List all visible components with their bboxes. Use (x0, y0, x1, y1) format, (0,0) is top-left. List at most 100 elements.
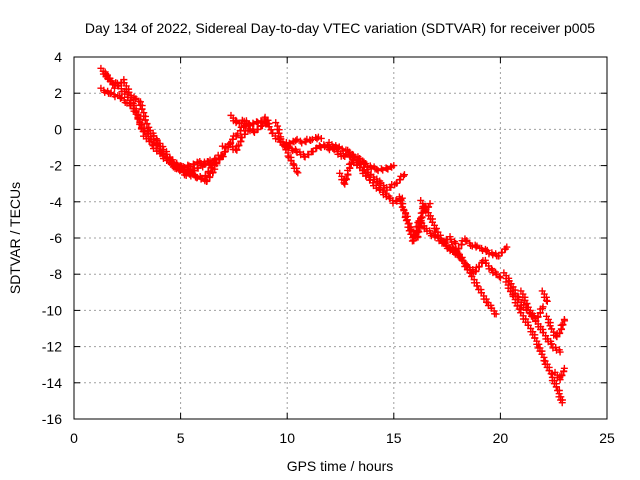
data-point (546, 322, 554, 330)
x-axis-label: GPS time / hours (287, 458, 394, 474)
data-point (334, 144, 342, 152)
plot-frame (73, 56, 608, 420)
data-point (390, 162, 398, 170)
series-arc-25 (543, 312, 569, 341)
data-point (209, 168, 217, 176)
data-point (425, 203, 433, 211)
y-tick-label: -12 (42, 339, 62, 355)
data-point (560, 315, 568, 323)
data-point (414, 227, 422, 235)
data-point (556, 329, 564, 337)
data-point (294, 169, 302, 177)
data-point (542, 296, 550, 304)
series-arc-15 (336, 153, 357, 188)
data-point (552, 383, 560, 391)
data-point (452, 239, 460, 247)
chart-title: Day 134 of 2022, Sidereal Day-to-day VTE… (85, 20, 595, 36)
data-point (472, 243, 480, 251)
x-tick-label: 15 (386, 430, 402, 446)
data-point (293, 167, 301, 175)
data-point (492, 310, 500, 318)
y-axis-label: SDTVAR / TECUs (7, 182, 23, 294)
series-arc-3 (101, 68, 221, 171)
data-point (399, 172, 407, 180)
series-arc-21 (453, 247, 504, 282)
data-point (197, 175, 205, 183)
data-point (213, 160, 221, 168)
data-point (503, 243, 511, 251)
data-point (548, 340, 556, 348)
data-point (558, 371, 566, 379)
data-point (106, 90, 114, 98)
x-tick-label: 5 (177, 430, 185, 446)
data-point (317, 134, 325, 142)
data-point (211, 165, 219, 173)
data-point (187, 170, 195, 178)
data-point (535, 340, 543, 348)
data-point (152, 135, 160, 143)
data-point (131, 95, 139, 103)
data-point (487, 265, 495, 273)
series-arc-27 (538, 287, 551, 305)
data-point (145, 123, 153, 131)
data-point (177, 166, 185, 174)
y-tick-label: -8 (50, 266, 63, 282)
y-tick-label: 0 (54, 121, 62, 137)
y-tick-label: -14 (42, 375, 62, 391)
x-tick-label: 10 (279, 430, 295, 446)
series-arc-10 (282, 133, 325, 148)
data-point (496, 274, 504, 282)
y-tick-labels: 4 2 0 -2 -4 -6 -8 -10 -12 -14 -16 (42, 49, 62, 427)
data-point (349, 153, 357, 161)
series-arc-18 (417, 196, 434, 215)
data-point (202, 172, 210, 180)
data-point (245, 122, 253, 130)
y-tick-label: -16 (42, 411, 62, 427)
data-point (539, 303, 547, 311)
data-point (559, 320, 567, 328)
series-arc-14 (357, 160, 408, 194)
data-point (347, 159, 355, 167)
data-point (235, 141, 243, 149)
y-tick-label: 4 (54, 49, 62, 65)
data-point (203, 177, 211, 185)
data-points (97, 64, 569, 407)
grid (74, 57, 607, 419)
data-point (473, 282, 481, 290)
series-arc-20 (449, 244, 500, 318)
y-tick-label: -6 (50, 230, 63, 246)
series-arc-4 (167, 160, 219, 185)
data-point (432, 225, 440, 232)
data-point (148, 140, 156, 148)
series-arc-1 (97, 64, 223, 175)
series-arc-9 (272, 119, 302, 177)
x-tick-label: 20 (493, 430, 509, 446)
data-point (289, 160, 297, 168)
series-arc-6 (218, 116, 272, 154)
x-tick-label: 25 (599, 430, 615, 446)
x-tick-label: 0 (70, 430, 78, 446)
y-tick-label: -4 (50, 194, 63, 210)
series-arc-24 (517, 287, 564, 356)
y-tick-label: 2 (54, 85, 62, 101)
data-point (475, 263, 483, 270)
data-point (400, 171, 408, 179)
x-tick-labels: 0 5 10 15 20 25 (70, 430, 615, 446)
data-point (292, 147, 300, 155)
data-point (523, 300, 531, 308)
data-point (116, 94, 124, 102)
series-arc-7 (227, 111, 253, 130)
data-point (359, 157, 367, 165)
series-arc-2 (97, 84, 227, 184)
data-point (342, 175, 350, 183)
y-tick-label: -2 (50, 158, 63, 174)
data-point (250, 127, 258, 135)
series-arc-26 (551, 364, 568, 384)
data-point (556, 348, 564, 356)
data-point (543, 297, 551, 305)
series-arc-23 (502, 278, 566, 407)
data-point (426, 200, 434, 208)
data-point (495, 273, 503, 281)
data-point (560, 364, 568, 372)
y-tick-label: -10 (42, 302, 62, 318)
